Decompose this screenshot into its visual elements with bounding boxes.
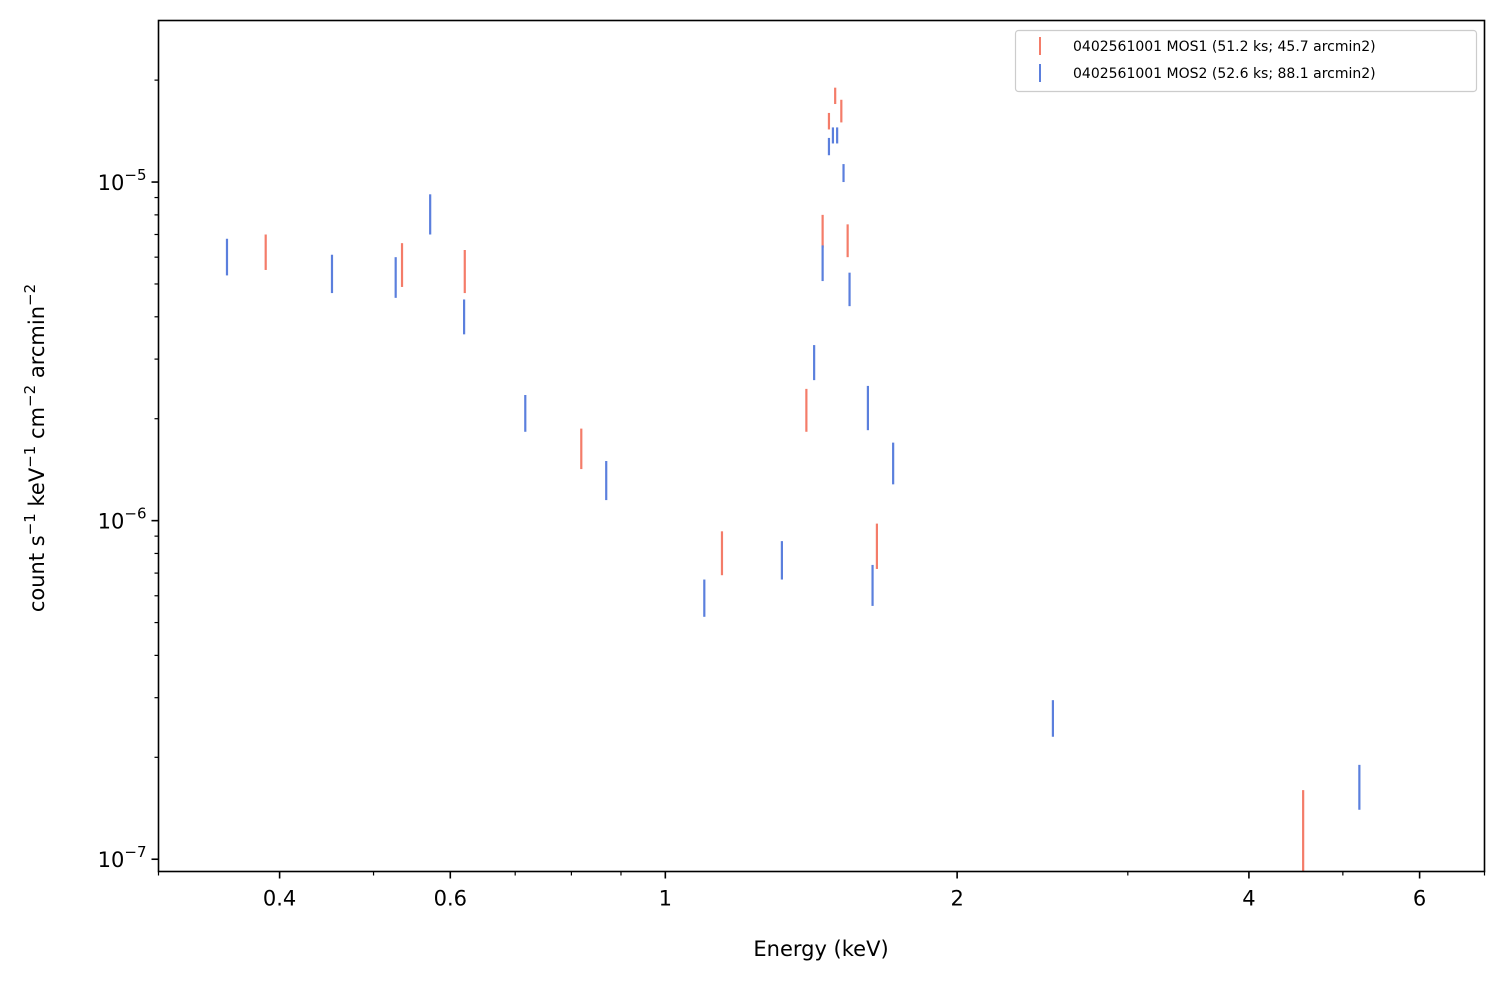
x-axis-ticks: 0.4 0.6 1 2 4 6	[157, 871, 1486, 911]
x-axis-label: Energy (keV)	[753, 937, 888, 961]
y-tick-label: 10−6	[98, 505, 147, 534]
x-tick-label: 4	[1242, 887, 1255, 911]
y-tick-base: 10	[98, 171, 125, 195]
y-axis-label-unit: cm	[25, 407, 49, 446]
x-tick-label: 0.4	[263, 887, 296, 911]
series-layer	[225, 87, 1361, 872]
y-axis-label-unit: arcmin	[25, 306, 49, 385]
y-tick-exponent: −7	[124, 843, 146, 861]
y-tick-base: 10	[98, 510, 125, 534]
legend-entry-label: 0402561001 MOS2 (52.6 ks; 88.1 arcmin2)	[1073, 66, 1376, 82]
legend-entry-label: 0402561001 MOS1 (51.2 ks; 45.7 arcmin2)	[1073, 39, 1376, 55]
y-tick-exponent: −5	[124, 166, 146, 184]
y-axis-label-exponent: −2	[21, 385, 39, 407]
x-tick-label: 2	[950, 887, 963, 911]
y-tick-label: 10−7	[98, 843, 147, 872]
y-tick-base: 10	[98, 848, 125, 872]
series-2	[225, 127, 1361, 810]
y-axis-label-exponent: −2	[21, 284, 39, 306]
y-axis-label-unit: count s	[25, 535, 49, 612]
series-1	[264, 87, 1305, 872]
legend: 0402561001 MOS1 (51.2 ks; 45.7 arcmin2) 0…	[1014, 29, 1478, 93]
y-tick-exponent: −6	[124, 505, 146, 523]
y-axis-label: count s−1 keV−1 cm−2 arcmin−2	[21, 284, 49, 612]
x-tick-label: 6	[1413, 887, 1426, 911]
y-axis-label-exponent: −1	[21, 513, 39, 535]
y-axis-label-exponent: −1	[21, 446, 39, 468]
y-axis-label-unit: keV	[25, 467, 49, 513]
x-tick-label: 1	[659, 887, 672, 911]
y-axis-ticks: 10−710−610−5	[98, 79, 159, 872]
legend-frame	[1014, 29, 1478, 93]
x-tick-label: 0.6	[434, 887, 467, 911]
y-tick-label: 10−5	[98, 166, 147, 195]
plot-frame	[157, 19, 1486, 873]
